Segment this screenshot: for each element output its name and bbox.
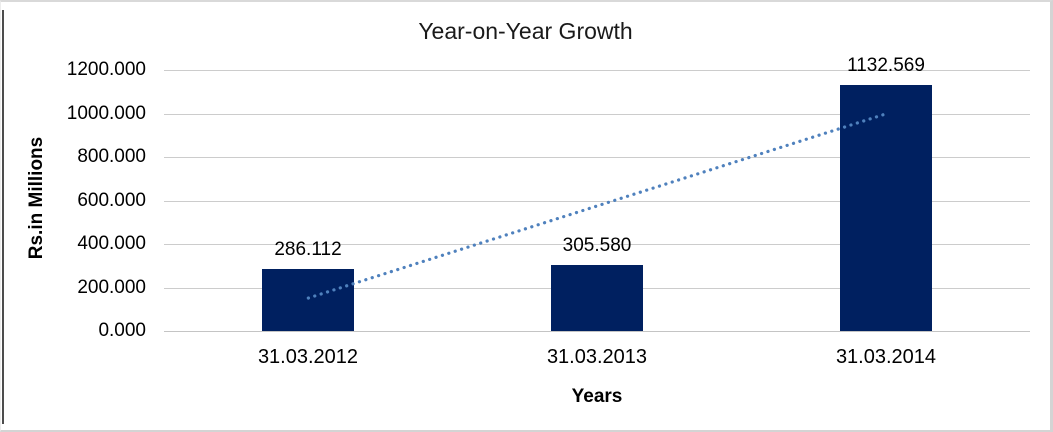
x-tick-label: 31.03.2014: [835, 346, 937, 368]
chart-title: Year-on-Year Growth: [418, 18, 633, 44]
x-tick-label: 31.03.2012: [257, 346, 359, 368]
y-tick-label: 600.000: [77, 190, 146, 211]
y-tick-label: 400.000: [77, 233, 146, 254]
x-axis-line: [164, 331, 1030, 332]
y-gridline: [164, 70, 1030, 71]
y-gridline: [164, 157, 1030, 158]
bar-value-label: 305.580: [562, 235, 632, 256]
trendline: [306, 112, 888, 300]
x-tick-label: 31.03.2013: [546, 346, 648, 368]
y-gridline: [164, 114, 1030, 115]
y-tick-label: 800.000: [77, 146, 146, 167]
y-tick-label: 1000.000: [66, 103, 146, 124]
x-axis-title: Years: [571, 386, 623, 407]
bar-31.03.2013: [551, 265, 643, 331]
bar-value-label: 1132.569: [847, 55, 925, 76]
y-gridline: [164, 244, 1030, 245]
bar-31.03.2012: [262, 269, 354, 331]
y-tick-label: 200.000: [77, 277, 146, 298]
y-tick-label: 0.000: [98, 320, 146, 341]
y-gridline: [164, 201, 1030, 202]
y-tick-label: 1200.000: [66, 59, 146, 80]
bar-31.03.2014: [840, 85, 932, 331]
bar-value-label: 286.112: [274, 239, 342, 260]
frame-left-edge: [2, 10, 4, 424]
